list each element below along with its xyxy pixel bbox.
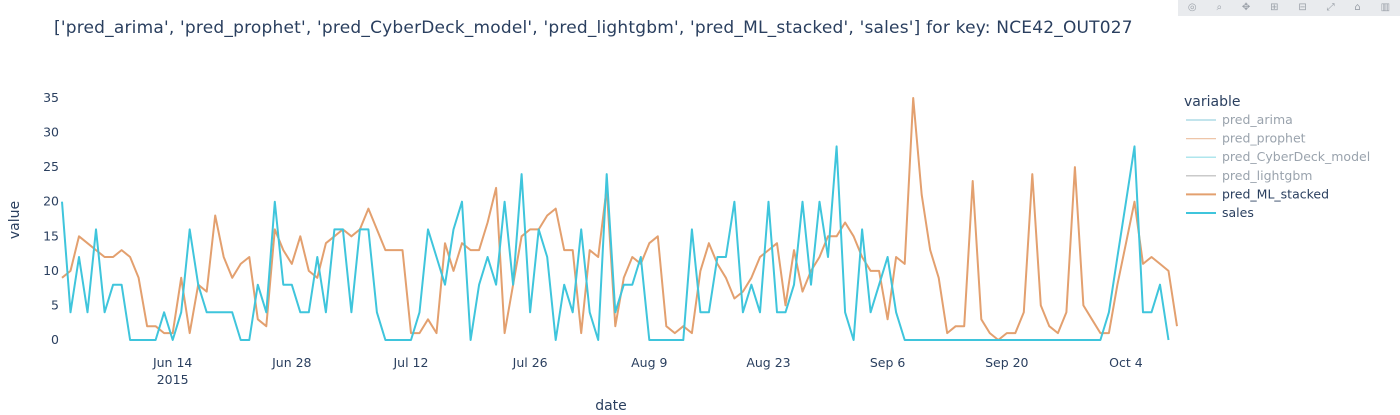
x-tick-year-label: 2015 bbox=[157, 372, 189, 387]
legend-item[interactable]: pred_ML_stacked bbox=[1186, 186, 1329, 201]
x-tick-label: Jun 14 bbox=[152, 355, 192, 370]
pan-icon[interactable]: ✥ bbox=[1241, 2, 1251, 13]
y-axis-ticks: 0 5 10 15 20 25 30 35 bbox=[43, 90, 59, 347]
y-tick-label: 0 bbox=[51, 332, 59, 347]
chart-title: ['pred_arima', 'pred_prophet', 'pred_Cyb… bbox=[54, 18, 1133, 38]
legend-item[interactable]: sales bbox=[1186, 205, 1254, 220]
x-tick-label: Sep 20 bbox=[985, 355, 1028, 370]
legend-label: pred_arima bbox=[1222, 112, 1293, 127]
x-tick-label: Jun 28 bbox=[271, 355, 311, 370]
x-tick-label: Sep 6 bbox=[870, 355, 906, 370]
legend[interactable]: variable pred_arima pred_prophet pred_Cybe… bbox=[1184, 94, 1370, 220]
x-tick-label: Jul 26 bbox=[512, 355, 548, 370]
legend-label: pred_CyberDeck_model bbox=[1222, 149, 1370, 164]
legend-item[interactable]: pred_arima bbox=[1186, 112, 1293, 127]
series-line-pred-ml-stacked[interactable] bbox=[61, 97, 1178, 341]
x-tick-label: Aug 23 bbox=[746, 355, 790, 370]
modebar: ◎ ⌕ ✥ ⊞ ⊟ ⤢ ⌂ ▥ bbox=[1178, 0, 1400, 16]
x-tick-label: Oct 4 bbox=[1109, 355, 1143, 370]
y-tick-label: 10 bbox=[43, 263, 59, 278]
y-tick-label: 5 bbox=[51, 297, 59, 312]
x-axis-ticks: Jun 14 2015 Jun 28 Jul 12 Jul 26 Aug 9 Aug 23 S… bbox=[152, 355, 1143, 387]
legend-item[interactable]: pred_prophet bbox=[1186, 131, 1306, 146]
legend-item[interactable]: pred_CyberDeck_model bbox=[1186, 149, 1370, 164]
legend-label: pred_ML_stacked bbox=[1222, 186, 1329, 201]
plot-area bbox=[61, 97, 1178, 341]
x-tick-label: Jul 12 bbox=[392, 355, 428, 370]
x-axis-title: date bbox=[595, 398, 627, 414]
y-tick-label: 15 bbox=[43, 228, 59, 243]
zoom-icon[interactable]: ⌕ bbox=[1216, 2, 1223, 13]
x-tick-label: Aug 9 bbox=[631, 355, 667, 370]
legend-label: pred_prophet bbox=[1222, 131, 1306, 146]
zoom-in-icon[interactable]: ⊞ bbox=[1270, 2, 1279, 13]
camera-icon[interactable]: ◎ bbox=[1187, 2, 1197, 13]
reset-axes-icon[interactable]: ⌂ bbox=[1354, 2, 1361, 13]
autoscale-icon[interactable]: ⤢ bbox=[1326, 2, 1335, 13]
y-tick-label: 20 bbox=[43, 194, 59, 209]
plotly-logo-icon[interactable]: ▥ bbox=[1380, 2, 1391, 13]
legend-label: pred_lightgbm bbox=[1222, 168, 1312, 183]
zoom-out-icon[interactable]: ⊟ bbox=[1298, 2, 1307, 13]
legend-label: sales bbox=[1222, 205, 1254, 220]
series-line-sales[interactable] bbox=[61, 145, 1170, 341]
legend-title: variable bbox=[1184, 94, 1240, 110]
legend-item[interactable]: pred_lightgbm bbox=[1186, 168, 1312, 183]
y-axis-title: value bbox=[7, 201, 23, 239]
y-tick-label: 30 bbox=[43, 125, 59, 140]
y-tick-label: 25 bbox=[43, 159, 59, 174]
y-tick-label: 35 bbox=[43, 90, 59, 105]
